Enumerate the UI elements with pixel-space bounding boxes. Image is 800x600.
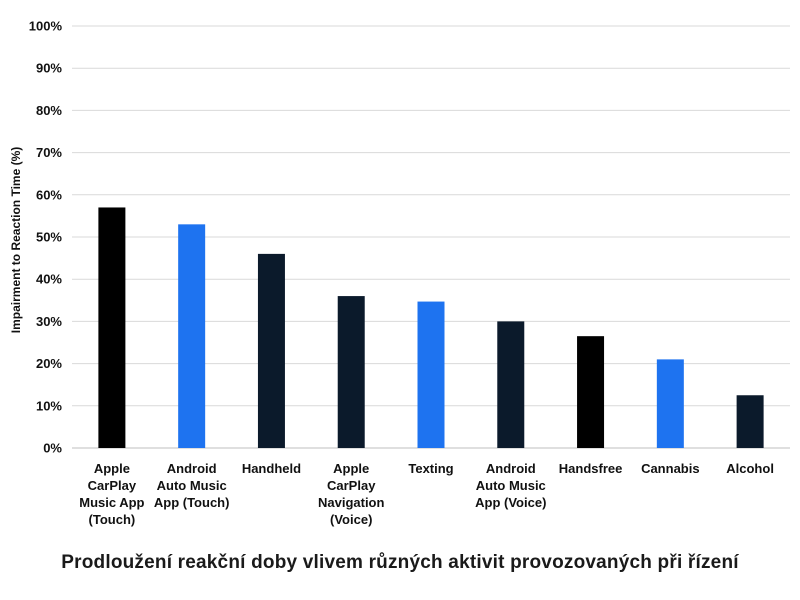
- y-axis-ticks: 0% 10% 20% 30% 40% 50% 60% 70% 80% 90% 100%: [29, 19, 63, 456]
- bar: [178, 224, 206, 448]
- bar: [736, 395, 764, 448]
- y-tick-label: 10%: [36, 398, 62, 413]
- bar: [497, 321, 525, 448]
- bar: [257, 253, 285, 448]
- x-category-label: Apple CarPlay Music App (Touch): [79, 461, 144, 527]
- x-category-label: Handsfree: [559, 461, 623, 476]
- bars: [98, 207, 764, 448]
- y-tick-label: 90%: [36, 61, 62, 76]
- x-category-label: Cannabis: [641, 461, 700, 476]
- chart-caption: Prodloužení reakční doby vlivem různých …: [61, 552, 739, 573]
- y-axis-title: Impairment to Reaction Time (%): [9, 147, 23, 333]
- bar: [656, 359, 684, 448]
- bar-chart: 0% 10% 20% 30% 40% 50% 60% 70% 80% 90% 100% Apple C…: [9, 19, 790, 527]
- bar: [417, 301, 445, 448]
- y-tick-label: 80%: [36, 103, 62, 118]
- y-tick-label: 60%: [36, 187, 62, 202]
- y-tick-label: 30%: [36, 314, 62, 329]
- x-category-label: Android Auto Music App (Touch): [154, 461, 230, 510]
- bar: [98, 207, 126, 448]
- y-tick-label: 50%: [36, 230, 62, 245]
- bar: [577, 336, 605, 448]
- x-category-label: Android Auto Music App (Voice): [475, 461, 546, 510]
- y-tick-label: 0%: [43, 441, 62, 456]
- x-category-label: Apple CarPlay Navigation (Voice): [318, 461, 385, 527]
- x-axis-categories: Apple CarPlay Music App (Touch)Android Auto …: [79, 461, 774, 527]
- bar: [337, 296, 365, 448]
- x-category-label: Handheld: [242, 461, 301, 476]
- y-tick-label: 100%: [29, 19, 63, 34]
- x-category-label: Alcohol: [726, 461, 774, 476]
- y-tick-label: 20%: [36, 356, 62, 371]
- y-tick-label: 40%: [36, 272, 62, 287]
- y-tick-label: 70%: [36, 145, 62, 160]
- x-category-label: Texting: [408, 461, 453, 476]
